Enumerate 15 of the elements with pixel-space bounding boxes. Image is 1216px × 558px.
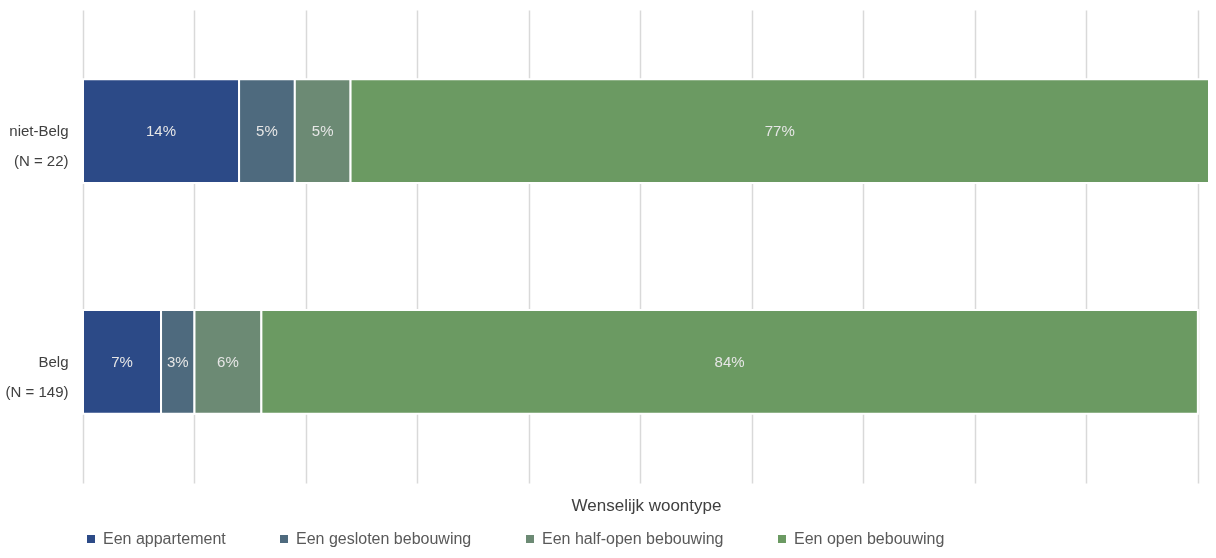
x-axis-title: Wenselijk woontype	[571, 495, 722, 515]
data-label: 3%	[166, 352, 189, 370]
data-label: 77%	[764, 122, 795, 140]
y-tick-label: Belg (N = 149)	[5, 352, 69, 400]
y-tick-label: niet-Belg (N = 22)	[9, 122, 69, 170]
legend-label: Een appartement	[103, 530, 227, 547]
legend-label: Een open bebouwing	[794, 530, 945, 547]
data-label: 7%	[111, 352, 133, 370]
legend-label: Een gesloten bebouwing	[296, 530, 472, 547]
data-label: 6%	[217, 352, 239, 370]
data-label: 84%	[714, 352, 745, 370]
data-label: 14%	[146, 122, 177, 140]
legend-label: Een half-open bebouwing	[542, 530, 724, 547]
data-label: 5%	[311, 122, 334, 140]
data-label: 5%	[256, 122, 278, 140]
